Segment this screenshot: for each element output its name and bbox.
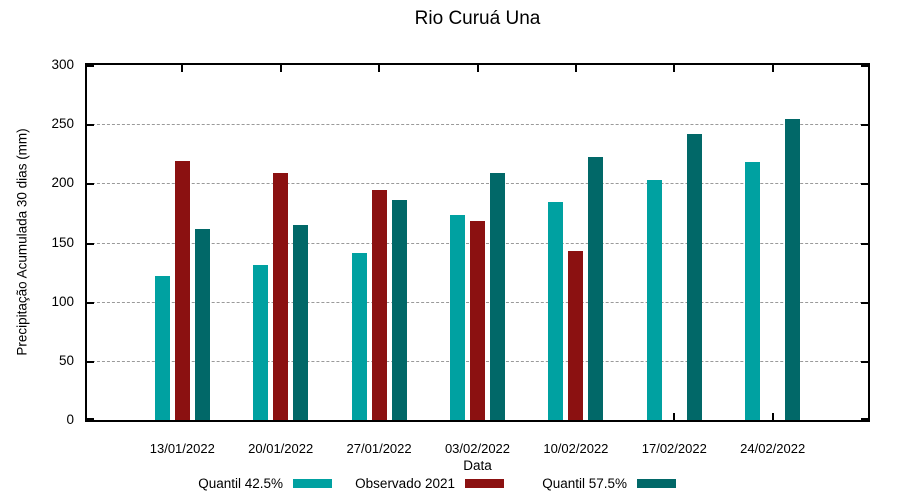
bar: [450, 215, 465, 420]
y-tick-mark-left: [87, 65, 94, 67]
bar: [371, 190, 387, 420]
bar: [568, 250, 584, 420]
bar: [745, 162, 761, 420]
bar: [154, 275, 170, 420]
legend-item: Observado 2021: [332, 476, 504, 491]
x-tick-label: 03/02/2022: [444, 441, 511, 456]
bar: [391, 199, 407, 420]
y-tick-mark-left: [87, 360, 94, 363]
grid-line: [87, 124, 868, 126]
bar: [194, 229, 210, 420]
x-tick-label: 27/01/2022: [346, 441, 412, 456]
legend-item: Quantil 57.5%: [504, 476, 676, 491]
x-tick-label: 20/01/2022: [248, 441, 314, 456]
bar: [785, 119, 801, 420]
bar: [588, 157, 604, 420]
legend-label: Quantil 42.5%: [198, 476, 283, 491]
x-tick-mark-top: [673, 65, 676, 72]
y-tick-mark-right: [861, 418, 868, 420]
y-tick-label: 100: [51, 293, 74, 309]
bar: [686, 133, 702, 420]
y-tick-label: 250: [51, 116, 74, 132]
legend-swatch: [293, 479, 332, 488]
x-tick-label: 13/01/2022: [149, 441, 215, 456]
legend-item: Quantil 42.5%: [160, 476, 332, 491]
x-tick-mark-top: [181, 65, 184, 72]
x-tick-mark-bottom: [771, 413, 774, 420]
bar: [253, 264, 269, 420]
y-tick-label: 150: [51, 234, 74, 250]
chart-title: Rio Curuá Una: [414, 8, 541, 29]
x-tick-mark-top: [771, 65, 774, 72]
legend: Quantil 42.5% Observado 2021 Quantil 57.5%: [160, 476, 676, 491]
y-tick-mark-right: [861, 183, 868, 186]
y-tick-mark-right: [861, 360, 868, 363]
legend-swatch: [637, 479, 676, 488]
x-tick-mark-top: [378, 65, 381, 72]
x-tick-label: 24/02/2022: [740, 441, 806, 456]
x-tick-mark-bottom: [673, 413, 676, 420]
y-tick-mark-left: [87, 124, 94, 127]
y-tick-mark-right: [861, 301, 868, 304]
x-tick-mark-top: [574, 65, 577, 72]
x-axis-label: Data: [463, 458, 492, 473]
y-tick-mark-right: [861, 65, 868, 67]
bar: [490, 172, 505, 420]
legend-swatch: [465, 479, 504, 488]
grid-line: [87, 183, 868, 185]
bar: [273, 172, 289, 420]
y-tick-label: 200: [51, 175, 74, 191]
y-tick-mark-left: [87, 183, 94, 186]
y-tick-mark-left: [87, 418, 94, 420]
bar: [174, 160, 190, 420]
x-tick-mark-top: [476, 65, 479, 72]
y-tick-label: 50: [58, 352, 74, 368]
x-tick-mark-top: [279, 65, 282, 72]
bar: [470, 221, 485, 420]
y-tick-mark-right: [861, 242, 868, 245]
bar: [548, 202, 564, 420]
y-tick-label: 0: [66, 412, 74, 427]
bar: [646, 179, 662, 420]
bar: [351, 253, 367, 420]
y-tick-mark-right: [861, 124, 868, 127]
x-tick-label: 17/02/2022: [641, 441, 707, 456]
y-tick-mark-left: [87, 242, 94, 245]
bar: [293, 224, 309, 420]
plot-area: [85, 63, 870, 422]
y-tick-label: 300: [51, 57, 74, 72]
legend-label: Observado 2021: [355, 476, 455, 491]
legend-label: Quantil 57.5%: [542, 476, 627, 491]
x-tick-label: 10/02/2022: [543, 441, 609, 456]
y-tick-mark-left: [87, 301, 94, 304]
